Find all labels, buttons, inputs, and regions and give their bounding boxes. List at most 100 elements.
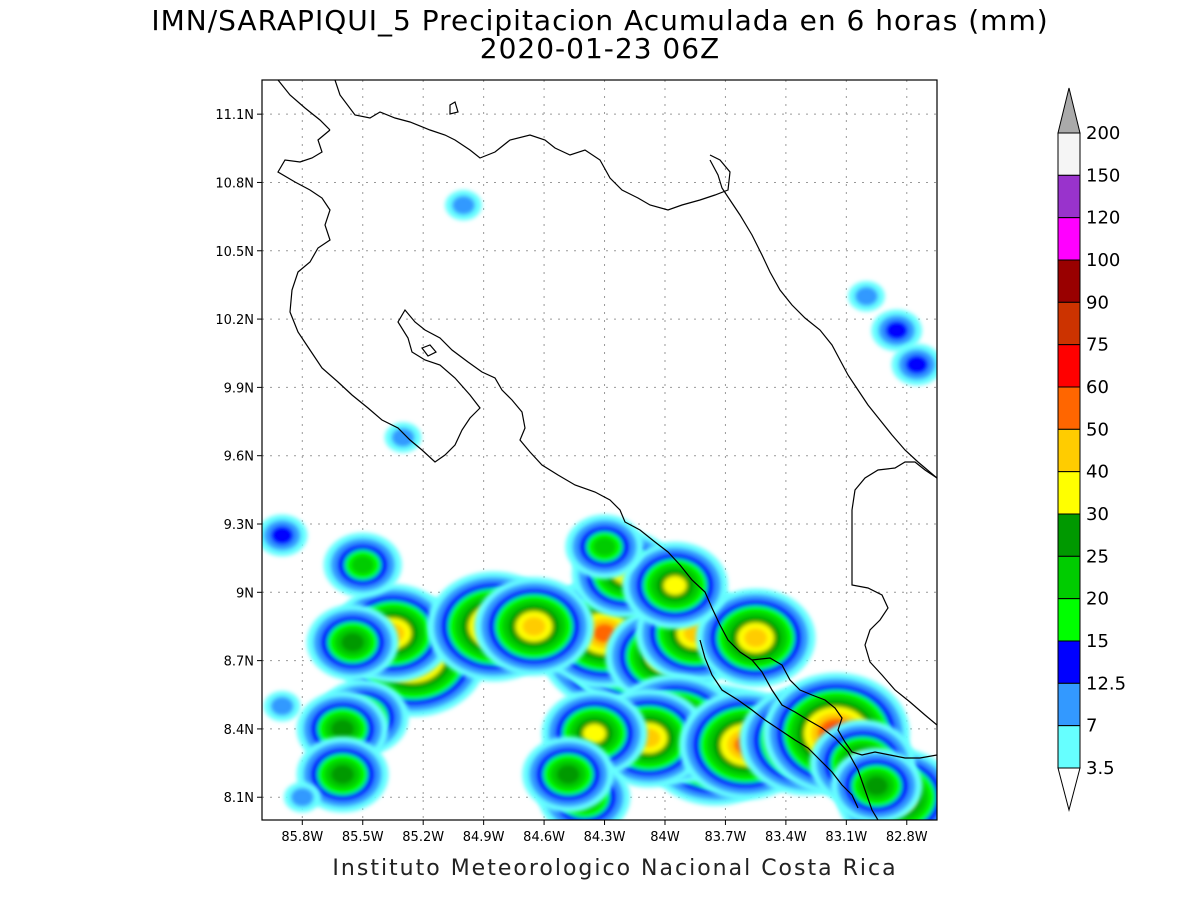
lat-tick-label: 9.6N <box>224 450 254 465</box>
coastline-nicaragua-north <box>277 80 731 211</box>
coastline-caribbean <box>709 159 937 479</box>
colorbar-level-label: 200 <box>1086 123 1120 144</box>
precip-contour <box>331 764 355 784</box>
precip-contour <box>522 616 546 636</box>
precip-cell <box>622 541 728 630</box>
precip-cell <box>323 532 402 598</box>
map-frame <box>261 79 938 821</box>
precip-contour <box>865 776 889 796</box>
precip-contour <box>593 537 617 557</box>
chart-title: IMN/SARAPIQUI_5 Precipitacion Acumulada … <box>151 4 1049 37</box>
colorbar-swatch <box>1057 725 1081 769</box>
colorbar-swatch <box>1057 428 1081 473</box>
precip-cell <box>384 422 422 453</box>
lat-tick-label: 10.2N <box>215 313 254 328</box>
lon-tick-label: 84.6W <box>523 830 565 845</box>
precip-contour <box>270 525 294 545</box>
colorbar-swatch <box>1057 217 1081 261</box>
colorbar-bottom-arrow <box>1057 767 1081 812</box>
colorbar-level-label: 3.5 <box>1086 758 1115 779</box>
precip-contour <box>744 628 768 648</box>
lat-tick-label: 9.3N <box>224 518 254 533</box>
colorbar-level-label: 12.5 <box>1086 673 1126 694</box>
lon-tick-label: 83.7W <box>705 830 747 845</box>
coastline-pacific <box>277 129 879 820</box>
precip-cell <box>695 588 816 688</box>
coastline-osa-peninsula <box>699 639 859 809</box>
precip-contour <box>905 355 929 375</box>
precip-cell <box>848 281 885 312</box>
precip-contour <box>331 719 355 739</box>
colorbar-level-label: 90 <box>1086 292 1109 313</box>
precip-contour <box>351 555 375 575</box>
lon-tick-label: 85.8W <box>281 830 323 845</box>
precip-cell <box>306 604 399 681</box>
colorbar-swatch <box>1057 174 1081 219</box>
axis-labels: 11.1N 10.8N 10.5N 10.2N 9.9N 9.6N 9.3N 9N 8.7N 8.… <box>215 108 927 845</box>
colorbar-level-label: 30 <box>1086 504 1109 525</box>
colorbar-level-label: 60 <box>1086 377 1109 398</box>
colorbar-swatch <box>1057 598 1081 642</box>
precip-contour <box>341 632 365 652</box>
lat-tick-label: 10.8N <box>215 176 254 191</box>
precip-cell <box>283 782 321 813</box>
colorbar-level-label: 50 <box>1086 419 1109 440</box>
precip-contour <box>391 427 415 447</box>
colorbar: 3.5 7 12.5 15 20 25 30 40 50 60 75 90 100 120 150 200 <box>1057 87 1126 812</box>
colorbar-level-label: 75 <box>1086 335 1109 356</box>
precip-cell <box>522 736 615 813</box>
colorbar-level-label: 7 <box>1086 716 1097 737</box>
lat-tick-label: 9N <box>236 586 254 601</box>
precip-cell <box>891 343 937 386</box>
colorbar-level-label: 120 <box>1086 208 1120 229</box>
precip-contour <box>270 696 294 716</box>
colorbar-level-label: 100 <box>1086 250 1120 271</box>
colorbar-level-label: 20 <box>1086 589 1109 610</box>
lat-tick-label: 11.1N <box>215 108 254 123</box>
lon-tick-label: 85.5W <box>342 830 384 845</box>
precip-cell <box>565 514 644 580</box>
lon-tick-label: 83.1W <box>825 830 867 845</box>
precip-contour <box>885 320 909 340</box>
colorbar-swatch <box>1057 132 1081 176</box>
lon-tick-label: 83.4W <box>765 830 807 845</box>
colorbar-swatch <box>1057 513 1081 557</box>
precip-cell <box>263 690 301 722</box>
coastline-bocas <box>851 461 937 726</box>
precip-contour <box>582 723 606 743</box>
colorbar-level-label: 40 <box>1086 462 1109 483</box>
lat-tick-label: 8.7N <box>224 655 254 670</box>
footer-credit: Instituto Meteorologico Nacional Costa R… <box>332 856 898 881</box>
lat-tick-label: 8.4N <box>224 723 254 738</box>
colorbar-swatch <box>1057 555 1081 600</box>
precip-cell <box>474 577 594 676</box>
border-panama <box>751 657 937 759</box>
precip-contour <box>854 286 878 306</box>
colorbar-level-label: 25 <box>1086 546 1109 567</box>
colorbar-level-label: 150 <box>1086 165 1120 186</box>
colorbar-level-label: 15 <box>1086 631 1109 652</box>
precip-contour <box>663 575 687 595</box>
lat-tick-label: 10.5N <box>215 245 254 260</box>
lon-tick-label: 84.9W <box>463 830 505 845</box>
colorbar-top-arrow <box>1057 87 1081 134</box>
precip-cell <box>262 514 308 557</box>
precip-cell <box>445 190 482 221</box>
colorbar-swatch <box>1057 344 1081 388</box>
lat-tick-label: 8.1N <box>224 791 254 806</box>
precip-contour <box>556 764 580 784</box>
precip-contour <box>451 195 475 215</box>
lon-tick-label: 85.2W <box>402 830 444 845</box>
colorbar-swatch <box>1057 682 1081 727</box>
colorbar-swatch <box>1057 301 1081 346</box>
colorbar-swatch <box>1057 640 1081 684</box>
lake-nicaragua-island <box>449 101 459 115</box>
colorbar-swatch <box>1057 386 1081 430</box>
colorbar-swatch <box>1057 471 1081 515</box>
coastline-layer <box>277 80 937 820</box>
lon-tick-label: 84W <box>650 830 680 845</box>
precip-cell <box>871 309 923 352</box>
lon-tick-label: 82.8W <box>886 830 928 845</box>
precip-cell <box>830 747 923 820</box>
colorbar-swatch <box>1057 259 1081 303</box>
